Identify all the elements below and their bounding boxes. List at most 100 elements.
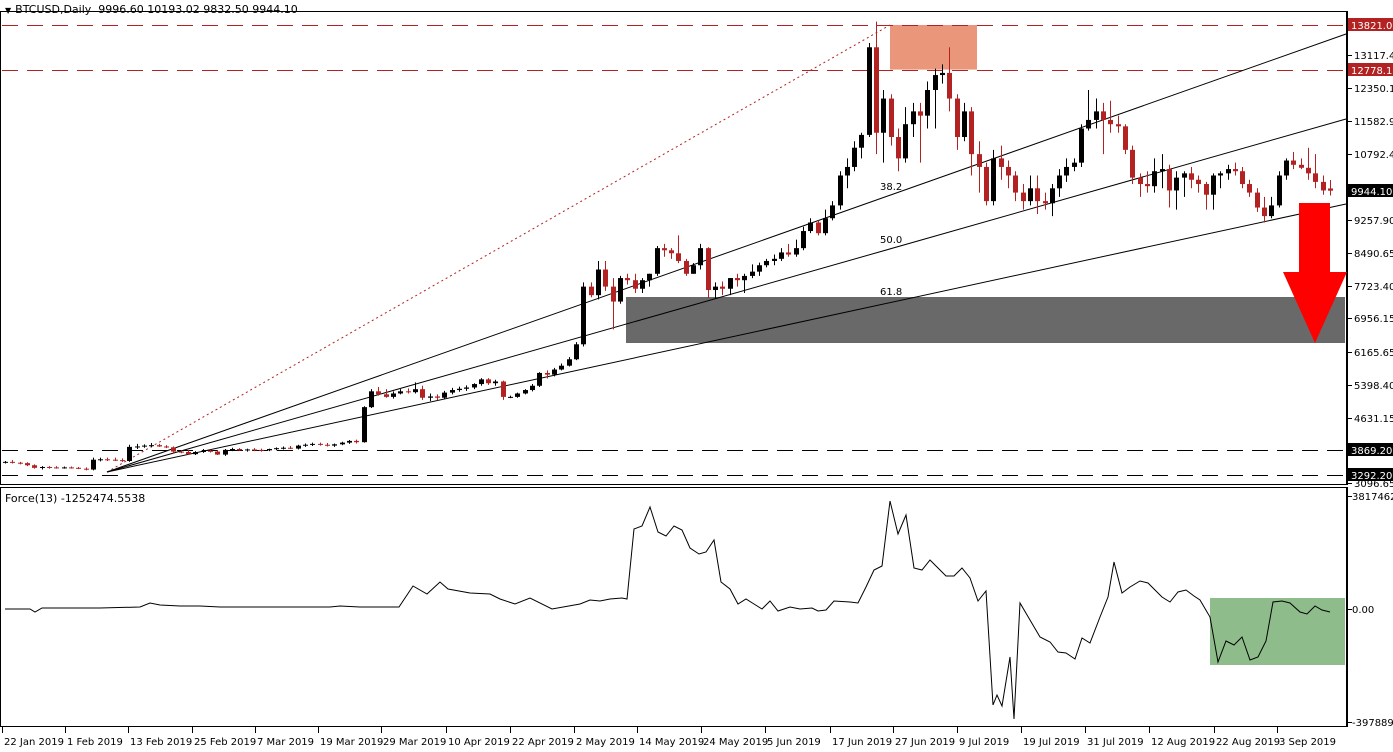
candle [32,464,37,469]
candle [245,448,250,452]
support-high-badge [1348,443,1393,456]
candle [1006,160,1011,189]
candle [574,342,579,361]
candle [135,443,140,450]
candle [91,457,96,471]
candle [1284,158,1289,180]
candle [662,243,667,257]
price-axis[interactable]: 13117.4012350.1511582.9010792.4010025.15… [1347,11,1393,490]
candle [472,383,477,390]
candle [867,42,872,138]
candle [142,444,147,448]
candle [274,447,279,451]
candle [288,446,293,450]
candle [698,243,703,270]
candle [1138,173,1143,197]
candle [267,448,272,452]
candle [603,260,608,291]
candle [113,457,118,461]
candle [1086,90,1091,131]
candle [618,275,623,304]
date-tick: 1 Feb 2019 [67,737,123,748]
force-line [5,500,1331,720]
candle [1269,196,1274,219]
candle [62,466,67,469]
support-low-badge-text: 3292.20 [1351,471,1392,482]
candle [1050,184,1055,217]
price-tick: 7723.40 [1354,282,1393,293]
chart-frames [0,11,1347,727]
price-tick: 8490.65 [1354,249,1393,260]
fan-line-38.2[interactable] [106,33,1347,473]
candle [1321,175,1326,195]
support-high-badge-text: 3869.20 [1351,446,1392,457]
ohlc-values: 9996.60 10193.02 9832.50 9944.10 [98,3,298,16]
price-tick: 11582.90 [1354,117,1393,128]
candle [1167,164,1172,208]
date-tick: 7 Mar 2019 [257,737,314,748]
force-tick: -39788924 [1352,718,1393,729]
candle [984,162,989,206]
candle [296,444,301,450]
force-axis[interactable]: 38174624. 0.00 -39788924 [1347,487,1393,729]
candle [186,449,191,456]
date-tick: 9 Jul 2019 [959,737,1009,748]
candle [552,367,557,377]
candle [852,141,857,172]
candle [633,273,638,294]
candle [435,394,440,401]
fan-level-label: 38.2 [880,182,902,193]
candle [896,128,901,172]
candle [859,132,864,159]
candle [1189,166,1194,189]
candle [925,81,930,129]
candle [1101,102,1106,155]
last-price-badge-text: 9944.10 [1351,187,1392,198]
candle [18,461,23,465]
candle [881,90,886,163]
candle [1057,169,1062,197]
candle [1328,180,1333,196]
fibonacci-fan[interactable]: 38.2 50.0 61.8 [106,24,1347,473]
candle [1079,124,1084,167]
candle [903,107,908,163]
candle [340,441,345,446]
candle [69,466,74,469]
candle [149,443,154,448]
candle [10,460,15,464]
candle [442,390,447,399]
date-tick: 2 May 2019 [576,737,635,748]
indicator-header: Force(13) -1252474.5538 [5,492,145,505]
candle [940,64,945,84]
candle [479,378,484,386]
time-axis[interactable]: 22 Jan 2019 1 Feb 2019 13 Feb 2019 25 Feb 2… [2,727,1337,748]
fan-line-50.0[interactable] [106,118,1347,473]
chart-zones [626,25,1345,665]
date-tick: 22 Aug 2019 [1216,737,1280,748]
candle [54,466,59,469]
candle [684,258,689,276]
candle [486,378,491,385]
candle [98,457,103,462]
candle [1313,154,1318,189]
fan-trendline[interactable] [106,24,891,473]
candle [237,448,242,451]
candle [991,149,996,206]
indicator-title: Force(13) -1252474.5538 [5,492,146,505]
collapse-triangle-icon[interactable]: ▼ [5,6,12,15]
candle [779,248,784,261]
fan-line-61.8[interactable] [106,203,1347,473]
candle [772,254,777,266]
candle [1152,158,1157,193]
candle [947,47,952,112]
candle [157,443,162,447]
candle [523,389,528,395]
date-tick: 12 Aug 2019 [1151,737,1215,748]
candle [1226,164,1231,180]
last-price-badge [1348,184,1393,197]
candle [559,363,564,371]
candle [999,145,1004,180]
force-index-line [5,500,1331,720]
candle [611,278,616,330]
